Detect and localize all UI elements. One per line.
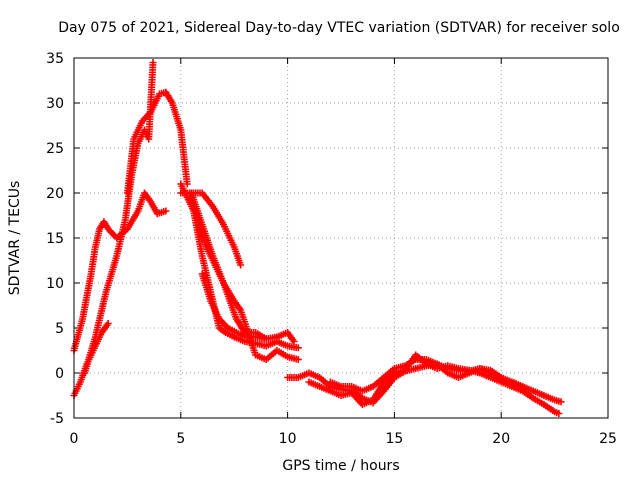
data-point: [262, 335, 270, 343]
data-points: [70, 59, 565, 417]
series-track-d: [123, 88, 191, 197]
x-tick-label: 0: [70, 431, 79, 447]
plot-frame: [73, 57, 609, 419]
data-point: [294, 356, 302, 363]
y-tick-label: -5: [50, 411, 64, 427]
x-axis-label: GPS time / hours: [282, 458, 399, 474]
y-tick-label: 5: [55, 321, 64, 337]
data-point: [519, 383, 527, 390]
y-tick-label: 25: [46, 141, 64, 157]
data-point: [557, 398, 565, 406]
x-tick-label: 15: [385, 431, 403, 447]
y-tick-label: 10: [46, 276, 64, 292]
y-axis-label: SDTVAR / TECUs: [7, 181, 23, 296]
x-tick-label: 20: [492, 431, 510, 447]
series-track-c: [81, 59, 157, 377]
chart-title: Day 075 of 2021, Sidereal Day-to-day VTE…: [58, 20, 620, 36]
series-track-i: [198, 270, 270, 343]
data-point: [104, 320, 112, 327]
series-track-b: [70, 189, 170, 354]
data-point: [149, 59, 157, 66]
data-point: [294, 344, 302, 352]
data-point: [237, 261, 245, 269]
x-tick-label: 5: [176, 431, 185, 447]
y-tick-label: 30: [46, 96, 64, 112]
series-track-l: [326, 356, 527, 395]
data-point: [162, 207, 170, 215]
y-tick-label: 15: [46, 231, 64, 247]
grid: [74, 58, 608, 418]
y-tick-label: 0: [55, 366, 64, 382]
y-tick-label: 20: [46, 186, 64, 202]
data-point: [555, 410, 563, 417]
data-point: [183, 180, 191, 188]
x-tick-label: 25: [599, 431, 617, 447]
axis-ticks: 0 5 10 15 20 25 -5 0 5 10 15 20 25 30 35: [46, 51, 617, 447]
x-tick-label: 10: [279, 431, 297, 447]
y-tick-label: 35: [46, 51, 64, 67]
data-point: [290, 338, 298, 345]
